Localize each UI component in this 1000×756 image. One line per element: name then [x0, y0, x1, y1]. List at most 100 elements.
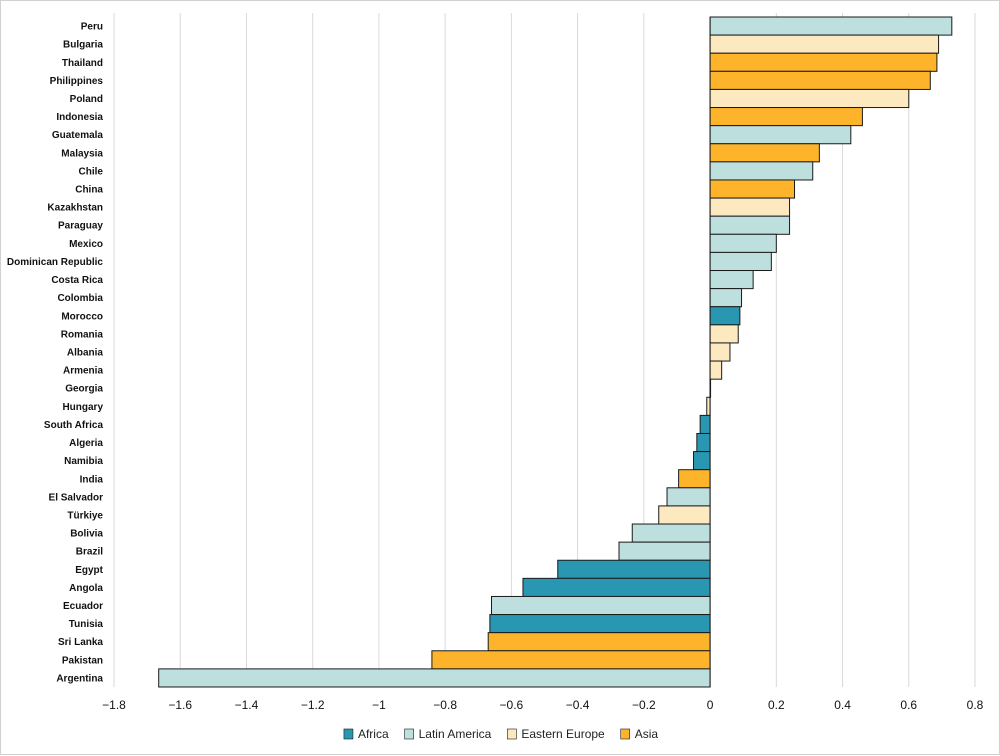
bar-tunisia — [489, 614, 711, 634]
bar-guatemala — [709, 125, 852, 145]
bar-poland — [709, 88, 910, 109]
category-label-kazakhstan: Kazakhstan — [47, 203, 103, 214]
legend-swatch-latin-america — [404, 728, 414, 740]
x-tick-label: 0 — [707, 698, 714, 712]
x-tick-label: 0.8 — [967, 698, 984, 712]
x-tick-label: 0.4 — [834, 698, 851, 712]
bar-china — [709, 179, 796, 199]
bar-kazakhstan — [709, 197, 791, 217]
category-label-philippines: Philippines — [50, 76, 104, 87]
bar-mexico — [709, 233, 777, 253]
category-label-ecuador: Ecuador — [63, 601, 103, 612]
bar-thailand — [709, 52, 938, 72]
legend: Africa Latin America Eastern Europe Asia — [343, 727, 659, 741]
bar-india — [678, 469, 711, 489]
category-label-costa-rica: Costa Rica — [51, 275, 103, 286]
category-label-colombia: Colombia — [57, 293, 103, 304]
bar-morocco — [709, 306, 741, 326]
category-label-turkiye: Türkiye — [67, 510, 103, 521]
category-label-peru: Peru — [81, 22, 103, 33]
category-label-albania: Albania — [67, 348, 104, 359]
bar-chile — [709, 161, 814, 181]
category-label-argentina: Argentina — [56, 673, 103, 684]
bar-bulgaria — [709, 34, 940, 54]
legend-label-africa: Africa — [358, 727, 389, 741]
bar-colombia — [709, 288, 743, 308]
category-label-guatemala: Guatemala — [52, 130, 104, 141]
x-tick-label: −1.4 — [235, 698, 259, 712]
category-label-poland: Poland — [70, 94, 103, 105]
bar-namibia — [693, 451, 711, 471]
legend-swatch-asia — [620, 728, 631, 740]
category-label-chile: Chile — [79, 166, 104, 177]
category-label-bolivia: Bolivia — [70, 529, 103, 540]
x-tick-label: −1.6 — [168, 698, 192, 712]
category-label-hungary: Hungary — [62, 402, 103, 413]
category-label-indonesia: Indonesia — [56, 112, 103, 123]
category-label-dominican-republic: Dominican Republic — [7, 257, 104, 268]
bar-paraguay — [709, 215, 791, 235]
category-label-south-africa: South Africa — [44, 420, 104, 431]
category-label-georgia: Georgia — [65, 384, 103, 395]
bar-argentina — [158, 668, 711, 688]
x-tick-label: −0.8 — [433, 698, 457, 712]
x-tick-label: 0.2 — [768, 698, 785, 712]
bar-philippines — [709, 70, 931, 90]
bar-layer — [158, 16, 953, 688]
x-tick-label: 0.6 — [900, 698, 917, 712]
category-label-malaysia: Malaysia — [61, 148, 103, 159]
category-label-angola: Angola — [69, 583, 103, 594]
category-label-india: India — [80, 474, 104, 485]
category-label-algeria: Algeria — [69, 438, 103, 449]
category-label-romania: Romania — [61, 329, 104, 340]
bar-egypt — [557, 559, 711, 579]
category-label-pakistan: Pakistan — [62, 655, 103, 666]
category-label-morocco: Morocco — [61, 311, 103, 322]
bar-pakistan — [431, 650, 711, 670]
bar-indonesia — [709, 107, 863, 127]
category-label-bulgaria: Bulgaria — [63, 40, 103, 51]
bar-armenia — [709, 360, 723, 380]
bar-south-africa — [699, 414, 711, 434]
bar-sri-lanka — [487, 632, 711, 652]
bar-peru — [709, 16, 953, 36]
category-label-armenia: Armenia — [63, 366, 103, 377]
bar-malaysia — [709, 143, 820, 163]
legend-label-latin-america: Latin America — [419, 727, 492, 741]
x-tick-label: −0.6 — [500, 698, 524, 712]
x-tick-label: −1 — [372, 698, 386, 712]
category-label-brazil: Brazil — [76, 547, 103, 558]
bar-brazil — [618, 541, 711, 561]
bar-angola — [522, 577, 711, 597]
category-label-paraguay: Paraguay — [58, 221, 103, 232]
bar-dominican-republic — [709, 251, 772, 272]
legend-swatch-africa — [343, 728, 354, 740]
category-label-egypt: Egypt — [75, 565, 103, 576]
bar-el-salvador — [666, 487, 711, 507]
bar-bolivia — [631, 523, 711, 543]
x-tick-label: −1.2 — [301, 698, 325, 712]
bar-costa-rica — [709, 270, 754, 290]
legend-label-asia: Asia — [635, 727, 659, 741]
x-tick-label: −0.2 — [632, 698, 656, 712]
legend-label-eastern-europe: Eastern Europe — [521, 727, 605, 741]
legend-swatch-eastern-europe — [507, 728, 517, 740]
bar-albania — [709, 342, 731, 362]
x-axis-tick-labels: −1.8 −1.6 −1.4 −1.2 −1 −0.8 −0.6 −0.4 −0.2 0 0.2 0.… — [102, 698, 984, 712]
x-tick-label: −1.8 — [102, 698, 126, 712]
category-label-el-salvador: El Salvador — [49, 492, 104, 503]
bar-ecuador — [491, 595, 711, 616]
bar-turkiye — [658, 505, 711, 525]
category-label-mexico: Mexico — [69, 239, 103, 250]
x-tick-label: −0.4 — [566, 698, 590, 712]
bar-algeria — [696, 432, 711, 453]
category-label-china: China — [75, 185, 103, 196]
category-label-sri-lanka: Sri Lanka — [58, 637, 103, 648]
bar-romania — [709, 324, 739, 344]
category-label-namibia: Namibia — [64, 456, 103, 467]
category-label-thailand: Thailand — [62, 58, 103, 69]
category-labels: Peru Bulgaria Thailand Philippines Poland Ind… — [7, 22, 104, 685]
category-label-tunisia: Tunisia — [69, 619, 104, 630]
